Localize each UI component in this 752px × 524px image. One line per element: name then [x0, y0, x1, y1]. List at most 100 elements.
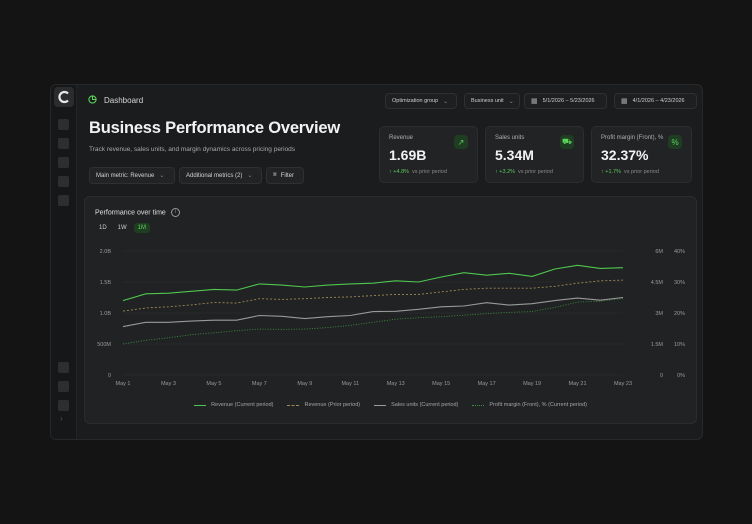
legend-swatch [472, 404, 485, 406]
performance-line-chart: 2.0B 6M 40% 1.5B 4.5M 30% 1.0B 3M 20% 500M 1.5M 10%… [97, 249, 685, 387]
y-right-percent-tick-label: 20% [674, 311, 685, 317]
kpi-change: ↑ +1.7% vs prior period [601, 169, 659, 175]
chevron-down-icon: ⌄ [443, 98, 449, 105]
legend-item-profit-margin-current[interactable]: Profit margin (Front), % (Current period… [472, 402, 587, 408]
range-tab-1d[interactable]: 1D [99, 225, 107, 231]
cart-icon: ⛟ [560, 135, 574, 149]
series-line-3 [122, 297, 624, 345]
trending-up-icon: ↗ [454, 135, 468, 149]
kpi-period: vs prior period [624, 169, 659, 175]
legend-item-sales-units-current[interactable]: Sales units (Current period) [374, 402, 458, 408]
x-tick-label: May 3 [161, 381, 176, 387]
x-tick-label: May 13 [387, 381, 405, 387]
current-date-range-label: 5/1/2026 – 5/23/2026 [542, 98, 595, 104]
legend-item-revenue-prior[interactable]: Revenue (Prior period) [287, 402, 360, 408]
kpi-change: ↑ +4.8% vs prior period [389, 169, 447, 175]
x-tick-label: May 7 [252, 381, 267, 387]
y-left-tick-label: 500M [97, 342, 111, 348]
calendar-icon: ▦ [621, 98, 628, 105]
logo[interactable] [54, 87, 74, 107]
range-tabs: 1D 1W 1M [95, 223, 151, 233]
sidebar-item-2[interactable] [58, 138, 69, 149]
kpi-label: Sales units [495, 135, 525, 141]
business-unit-select[interactable]: Business unit ⌄ [464, 93, 520, 109]
legend-label: Profit margin (Front), % (Current period… [489, 402, 587, 408]
kpi-card-sales-units: Sales units 5.34M ↑ +3.2% vs prior period… [485, 126, 584, 183]
kpi-change-value: ↑ +1.7% [601, 169, 622, 175]
filter-button[interactable]: ⩸ Filter [266, 167, 304, 184]
breadcrumb-dashboard[interactable]: Dashboard [104, 96, 144, 105]
legend-swatch [374, 404, 387, 406]
y-right-percent-tick-label: 10% [674, 342, 685, 348]
chevron-down-icon: ⌄ [508, 98, 514, 105]
x-tick-label: May 21 [569, 381, 587, 387]
sidebar-bottom-item-1[interactable] [58, 362, 69, 373]
legend-item-revenue-current[interactable]: Revenue (Current period) [194, 402, 273, 408]
topbar: Dashboard Optimization group ⌄ Business … [77, 85, 702, 117]
kpi-value: 5.34M [495, 147, 534, 163]
kpi-change: ↑ +3.2% vs prior period [495, 169, 553, 175]
sidebar-item-4[interactable] [58, 176, 69, 187]
series-line-0 [122, 264, 624, 302]
current-date-range-picker[interactable]: ▦ 5/1/2026 – 5/23/2026 [524, 93, 607, 109]
x-tick-label: May 5 [206, 381, 221, 387]
optimization-group-label: Optimization group [392, 98, 439, 104]
expand-sidebar-icon[interactable]: › [60, 414, 63, 423]
filter-label: Filter [280, 172, 294, 179]
performance-chart-card: Performance over time i 1D 1W 1M 2.0B 6M 40… [84, 196, 697, 424]
y-right-percent-tick-label: 30% [674, 280, 685, 286]
y-left-tick-label: 1.0B [100, 311, 112, 317]
series-line-1 [122, 279, 624, 312]
legend-label: Revenue (Current period) [211, 402, 274, 408]
chevron-down-icon: ⌄ [247, 173, 253, 179]
kpi-card-profit-margin: Profit margin (Front), % 32.37% ↑ +1.7% v… [591, 126, 692, 183]
chart-title-text: Performance over time [95, 209, 166, 217]
y-right-units-tick-label: 6M [655, 249, 663, 255]
x-tick-label: May 23 [614, 381, 632, 387]
kpi-card-revenue: Revenue 1.69B ↑ +4.8% vs prior period ↗ [379, 126, 478, 183]
sidebar-item-3[interactable] [58, 157, 69, 168]
prior-date-range-label: 4/1/2026 – 4/23/2026 [632, 98, 685, 104]
y-right-units-tick-label: 3M [655, 311, 663, 317]
x-tick-label: May 19 [523, 381, 541, 387]
additional-metrics-label: Additional metrics (2) [186, 172, 243, 179]
main-metric-select[interactable]: Main metric: Revenue ⌄ [89, 167, 175, 184]
calendar-icon: ▦ [531, 98, 538, 105]
kpi-period: vs prior period [518, 169, 553, 175]
x-tick-label: May 15 [432, 381, 450, 387]
optimization-group-select[interactable]: Optimization group ⌄ [385, 93, 457, 109]
y-right-units-tick-label: 0 [660, 373, 663, 379]
sidebar-bottom-item-3[interactable] [58, 400, 69, 411]
sidebar-item-5[interactable] [58, 195, 69, 206]
legend-swatch [287, 404, 300, 406]
y-right-percent-tick-label: 40% [674, 249, 685, 255]
x-tick-label: May 17 [478, 381, 496, 387]
y-left-tick-label: 2.0B [100, 249, 112, 255]
info-icon[interactable]: i [170, 208, 180, 217]
dashboard-icon [88, 95, 97, 104]
legend-swatch [194, 404, 207, 406]
page-subtitle: Track revenue, sales units, and margin d… [89, 146, 296, 153]
series-line-2 [122, 296, 624, 328]
filter-icon: ⩸ [273, 172, 277, 178]
additional-metrics-select[interactable]: Additional metrics (2) ⌄ [179, 167, 262, 184]
prior-date-range-picker[interactable]: ▦ 4/1/2026 – 4/23/2026 [614, 93, 697, 109]
y-right-percent-tick-label: 0% [677, 373, 685, 379]
main-content: Dashboard Optimization group ⌄ Business … [77, 85, 702, 439]
sidebar-bottom-item-2[interactable] [58, 381, 69, 392]
business-unit-label: Business unit [471, 98, 504, 104]
range-tab-1m[interactable]: 1M [133, 223, 151, 233]
y-right-units-tick-label: 4.5M [651, 280, 664, 286]
kpi-period: vs prior period [412, 169, 447, 175]
kpi-label: Revenue [389, 135, 414, 141]
main-metric-label: Main metric: Revenue [96, 172, 155, 179]
chart-legend: Revenue (Current period) Revenue (Prior … [85, 402, 696, 408]
x-tick-label: May 9 [297, 381, 312, 387]
app-window: › Dashboard Optimization group ⌄ Busines… [50, 84, 703, 440]
kpi-change-value: ↑ +4.8% [389, 169, 410, 175]
sidebar-item-1[interactable] [58, 119, 69, 130]
legend-label: Sales units (Current period) [391, 402, 459, 408]
range-tab-1w[interactable]: 1W [117, 225, 127, 231]
y-right-units-tick-label: 1.5M [651, 342, 664, 348]
page-title: Business Performance Overview [89, 119, 340, 137]
